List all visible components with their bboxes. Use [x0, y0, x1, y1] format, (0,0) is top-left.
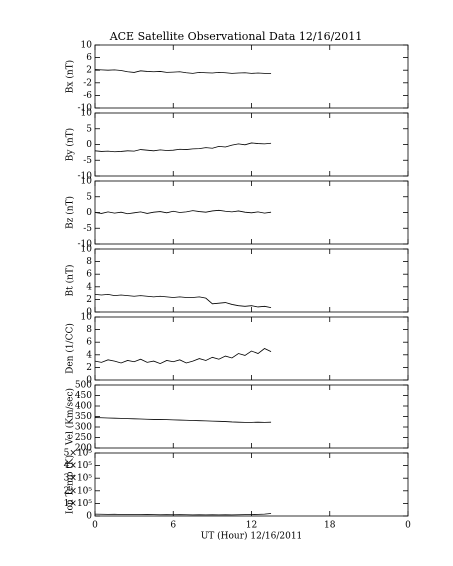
panel-frame	[94, 452, 409, 517]
y-tick-label: 6	[86, 270, 92, 280]
data-line	[94, 293, 272, 308]
y-tick-label: -10	[78, 240, 93, 250]
y-tick-label: 1×10⁵	[64, 499, 93, 509]
y-tick-label: 350	[75, 412, 92, 422]
y-tick-label: 5	[86, 124, 92, 134]
y-tick-label: 0	[86, 140, 92, 150]
y-tick-label: -10	[78, 172, 93, 182]
data-line	[94, 348, 272, 365]
y-tick-label: 6	[86, 338, 92, 348]
panel-frame	[94, 44, 409, 109]
data-line	[94, 69, 272, 75]
y-tick-label: 10	[81, 313, 93, 323]
y-tick-label: 2	[86, 295, 92, 305]
y-tick-label: 2	[86, 66, 92, 76]
y-axis-label: Den (1/CC)	[65, 323, 76, 374]
y-tick-label: 4	[86, 350, 92, 360]
y-tick-label: 10	[81, 245, 93, 255]
y-tick-label: 450	[75, 391, 92, 401]
y-tick-label: 3×10⁵	[64, 474, 93, 484]
y-tick-label: 6	[86, 53, 92, 63]
x-axis-label: UT (Hour) 12/16/2011	[201, 531, 303, 542]
y-axis-label: Ion Temp (K)	[65, 455, 76, 514]
y-axis-label: Vel (Km/sec)	[65, 388, 76, 446]
y-tick-label: -2	[83, 78, 92, 88]
x-tick-label: 0	[92, 521, 98, 531]
y-tick-label: 4×10⁵	[64, 461, 93, 471]
y-tick-label: 0	[86, 376, 92, 386]
y-tick-label: 0	[86, 208, 92, 218]
y-axis-label: By (nT)	[65, 128, 76, 161]
y-tick-label: 10	[81, 109, 93, 119]
y-tick-label: 5	[86, 192, 92, 202]
y-tick-label: 0	[86, 308, 92, 318]
y-tick-label: 500	[75, 381, 92, 391]
data-line	[94, 142, 272, 153]
x-tick-label: 18	[324, 521, 336, 531]
y-tick-label: 2	[86, 363, 92, 373]
panel-frame	[94, 248, 409, 313]
y-tick-label: 300	[75, 423, 92, 433]
y-tick-label: 10	[81, 177, 93, 187]
chart-title: ACE Satellite Observational Data 12/16/2…	[109, 30, 363, 43]
y-tick-label: -6	[83, 91, 92, 101]
y-tick-label: 10	[81, 41, 93, 51]
y-tick-label: 8	[86, 325, 92, 335]
y-axis-label: Bt (nT)	[65, 265, 76, 297]
x-tick-label: 6	[170, 521, 176, 531]
data-line	[94, 513, 272, 516]
x-tick-label: 12	[246, 521, 257, 531]
y-tick-label: -5	[83, 156, 92, 166]
panel-frame	[94, 316, 409, 381]
y-tick-label: 250	[75, 433, 92, 443]
y-tick-label: 4	[86, 282, 92, 292]
y-tick-label: 2×10⁵	[64, 486, 93, 496]
y-tick-label: 200	[75, 444, 92, 454]
y-axis-label: Bx (nT)	[65, 60, 76, 93]
y-tick-label: -10	[78, 104, 93, 114]
data-line	[94, 209, 272, 215]
x-tick-label: 0	[405, 521, 411, 531]
y-tick-label: 8	[86, 257, 92, 267]
y-tick-label: -5	[83, 224, 92, 234]
y-tick-label: 0	[86, 512, 92, 522]
panel-frame	[94, 384, 409, 449]
panel-frame	[94, 112, 409, 177]
data-line	[94, 417, 272, 423]
y-tick-label: 5×10⁵	[64, 449, 93, 459]
y-tick-label: 400	[75, 402, 92, 412]
y-axis-label: Bz (nT)	[65, 196, 76, 229]
